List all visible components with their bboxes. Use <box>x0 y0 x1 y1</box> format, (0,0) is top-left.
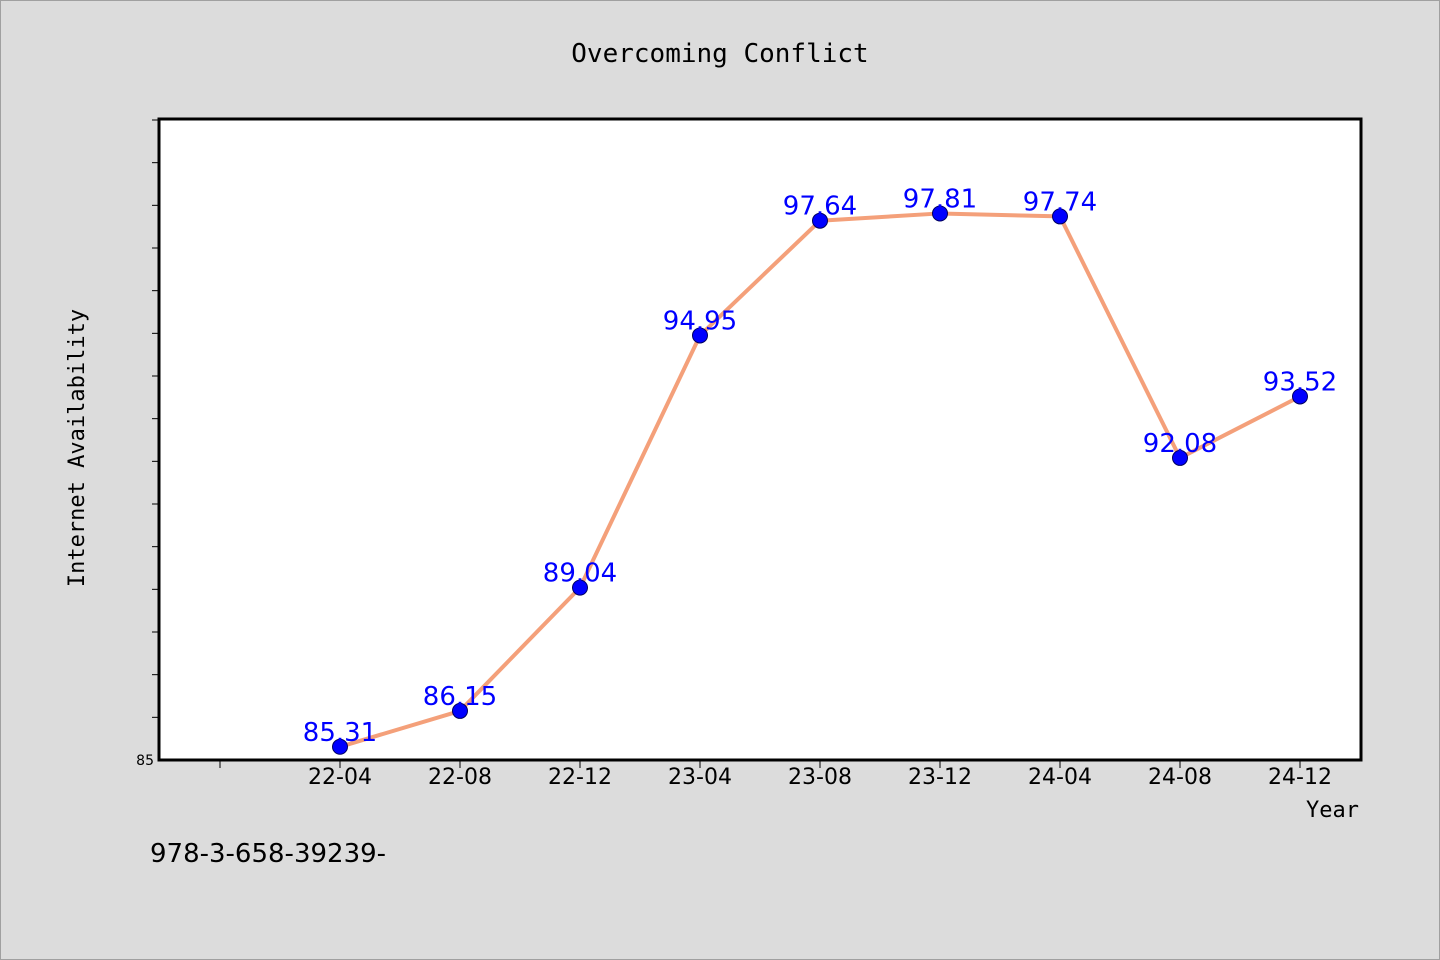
data-point <box>332 738 348 755</box>
x-tick-label: 23-12 <box>908 765 972 790</box>
data-point <box>1292 388 1308 405</box>
data-label: 92.08 <box>1143 429 1217 459</box>
data-label: 97.64 <box>783 192 857 222</box>
data-point <box>692 327 708 344</box>
series-layer <box>332 205 1308 755</box>
x-axis-title: Year <box>1306 798 1359 823</box>
data-point <box>812 212 828 229</box>
data-label: 93.52 <box>1263 367 1337 397</box>
x-tick-label: 24-04 <box>1028 765 1092 790</box>
data-label: 89.04 <box>543 559 617 589</box>
data-label: 97.81 <box>903 184 977 214</box>
x-tick-label: 22-04 <box>308 765 372 790</box>
x-tick-label: 23-08 <box>788 765 852 790</box>
chart-title: Overcoming Conflict <box>571 39 868 69</box>
data-label: 85.31 <box>303 718 377 748</box>
data-label: 86.15 <box>423 682 497 712</box>
y-axis-ticks: 85 <box>136 119 160 769</box>
data-label: 97.74 <box>1023 187 1097 217</box>
data-point <box>932 205 948 222</box>
x-tick-label: 22-12 <box>548 765 612 790</box>
x-tick-label: 24-08 <box>1148 765 1212 790</box>
data-point <box>1172 449 1188 466</box>
x-axis-ticks: 22-04 22-08 22-12 23-04 23-08 23-12 24-04 24-08… <box>219 760 1332 790</box>
x-tick-label: 22-08 <box>428 765 492 790</box>
y-axis-title: Internet Availability <box>65 309 90 587</box>
footnote-text: 978-3-658-39239- <box>150 839 386 869</box>
data-label-layer: 85.31 86.15 89.04 94.95 97.64 97.81 97.74 92.08… <box>303 184 1337 747</box>
plot-area <box>157 117 1363 762</box>
data-label: 94.95 <box>663 306 737 336</box>
data-point <box>1052 208 1068 225</box>
y-tick-label: 85 <box>136 753 154 769</box>
data-point <box>572 579 588 596</box>
x-tick-label: 23-04 <box>668 765 732 790</box>
x-tick-label: 24-12 <box>1268 765 1332 790</box>
data-point <box>452 702 468 719</box>
